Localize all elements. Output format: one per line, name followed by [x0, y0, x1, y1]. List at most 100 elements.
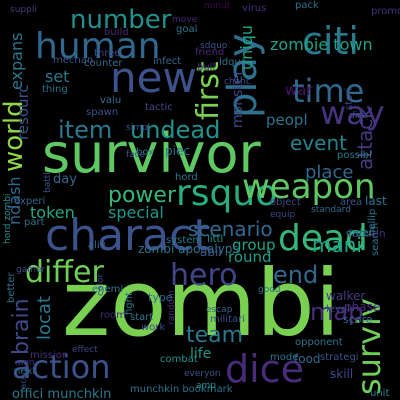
cloud-word-amp: amp	[196, 381, 216, 391]
cloud-word-mission: mission	[30, 350, 68, 361]
cloud-word-place: place	[305, 162, 353, 183]
cloud-word-scenario: scenario	[188, 217, 273, 241]
cloud-word-battl: battl	[43, 172, 53, 193]
cloud-word-uniqu: uniqu	[237, 25, 256, 70]
cloud-word-set: set	[45, 67, 69, 86]
cloud-word-surviv: surviv	[350, 298, 388, 395]
cloud-word-power: power	[108, 183, 177, 208]
cloud-word-experi: experi	[14, 196, 45, 207]
cloud-word-number: number	[70, 5, 172, 35]
cloud-word-bull: bull	[197, 62, 215, 73]
cloud-word-militari: militari	[210, 314, 245, 325]
cloud-word-minut: minut	[204, 1, 231, 11]
cloud-word-human: human	[35, 26, 161, 67]
cloud-word-differ: differ	[25, 255, 105, 290]
cloud-word-room: room	[100, 310, 126, 321]
cloud-word-dead: dead	[278, 218, 368, 259]
cloud-word-aliv: aliv	[88, 240, 106, 251]
cloud-word-simpl: simpl	[126, 123, 150, 133]
cloud-word-special: special	[108, 203, 164, 222]
cloud-word-faction: faction	[348, 227, 386, 240]
cloud-word-round: round	[228, 248, 272, 266]
cloud-word-life: life	[190, 346, 211, 362]
cloud-word-gamer: gamer	[16, 265, 46, 275]
cloud-word-expans: expans	[7, 33, 26, 90]
cloud-word-goal: goal	[176, 24, 197, 35]
cloud-word-abil: abil	[200, 245, 222, 259]
cloud-word-end: end	[273, 261, 318, 289]
cloud-word-play: play	[220, 33, 266, 118]
cloud-word-weapon: weapon	[242, 167, 376, 207]
cloud-word-effect: effect	[72, 345, 98, 355]
cloud-word-peopl: peopl	[266, 111, 308, 129]
cloud-word-random: random	[167, 290, 177, 325]
cloud-word-work: work	[141, 322, 165, 333]
cloud-word-friend: friend	[195, 47, 224, 58]
cloud-word-escap: escap	[206, 305, 233, 315]
cloud-word-world: world	[0, 100, 29, 172]
cloud-word-item: item	[58, 116, 112, 144]
cloud-word-dice: dice	[225, 347, 304, 391]
cloud-word-order: order	[346, 228, 374, 239]
cloud-word-better: better	[6, 272, 17, 303]
cloud-word-mechan: mechan	[53, 55, 93, 66]
cloud-word-infect: infect	[153, 56, 181, 67]
cloud-word-race: race	[19, 374, 28, 392]
cloud-word-suppli: suppli	[10, 5, 37, 15]
cloud-word-survivor: survivor	[42, 122, 262, 185]
cloud-word-event: event	[290, 131, 347, 155]
cloud-word-counter: counter	[84, 58, 123, 69]
cloud-word-pack: pack	[295, 0, 319, 11]
cloud-word-monster: monster	[230, 70, 246, 128]
cloud-word-face: face	[126, 150, 146, 160]
cloud-word-littl: littl	[207, 234, 223, 245]
cloud-word-piec: piec	[165, 144, 190, 158]
cloud-word-day: day	[53, 172, 77, 187]
cloud-word-token: token	[30, 203, 75, 222]
cloud-word-charact: charact	[45, 210, 211, 261]
cloud-word-undead: undead	[130, 116, 220, 144]
cloud-word-virus: virus	[242, 3, 266, 14]
cloud-word-dice: dice	[349, 111, 368, 121]
cloud-word-ldquo: ldquo	[219, 57, 247, 68]
cloud-word-locat: locat	[34, 296, 55, 340]
cloud-word-opponent: opponent	[295, 337, 343, 348]
cloud-word-standard: standard	[311, 205, 351, 215]
cloud-word-hellip: hellip	[367, 209, 378, 236]
cloud-word-everyon: everyon	[184, 369, 221, 379]
cloud-word-move: move	[172, 15, 198, 25]
cloud-word-search: search	[370, 223, 381, 256]
cloud-word-type: type	[148, 291, 173, 304]
cloud-word-tactic: tactic	[145, 102, 173, 113]
cloud-word-new: new	[110, 53, 197, 102]
cloud-word-score: score	[343, 313, 373, 326]
cloud-word-zombi-apocalyps: zombi apocalyps	[138, 242, 239, 256]
cloud-word-hord: hord	[175, 172, 198, 183]
cloud-word-combat: combat	[160, 354, 198, 365]
cloud-word-team: team	[186, 323, 243, 348]
cloud-word-spawn: spawn	[86, 107, 118, 118]
cloud-word-skill: skill	[330, 367, 353, 381]
cloud-word-start: start	[130, 312, 153, 323]
cloud-word-time: time	[292, 72, 364, 110]
cloud-word-way: way	[320, 94, 385, 132]
cloud-word-chanc: chanc	[224, 77, 251, 87]
cloud-word-munchkin-bookmark: munchkin bookmark	[130, 384, 233, 395]
cloud-word-stori: stori	[344, 88, 355, 110]
cloud-word-resourc: resourc	[14, 84, 32, 140]
cloud-word-sign: sign	[16, 358, 35, 368]
cloud-word-enemi: enemi	[92, 284, 123, 295]
cloud-word-offici-munchkin: offici munchkin	[12, 387, 111, 400]
cloud-word-action: action	[12, 348, 111, 386]
cloud-word-food: food	[294, 352, 321, 366]
cloud-word-war: war	[285, 81, 313, 99]
cloud-word-three: three	[94, 48, 120, 59]
cloud-word-good: good	[258, 285, 280, 295]
cloud-word-zombi: zombi	[62, 250, 340, 357]
cloud-word-last: last	[365, 194, 387, 208]
cloud-word-part: part	[24, 217, 45, 228]
cloud-word-map: map	[310, 298, 363, 326]
cloud-word-first: first	[191, 61, 226, 120]
